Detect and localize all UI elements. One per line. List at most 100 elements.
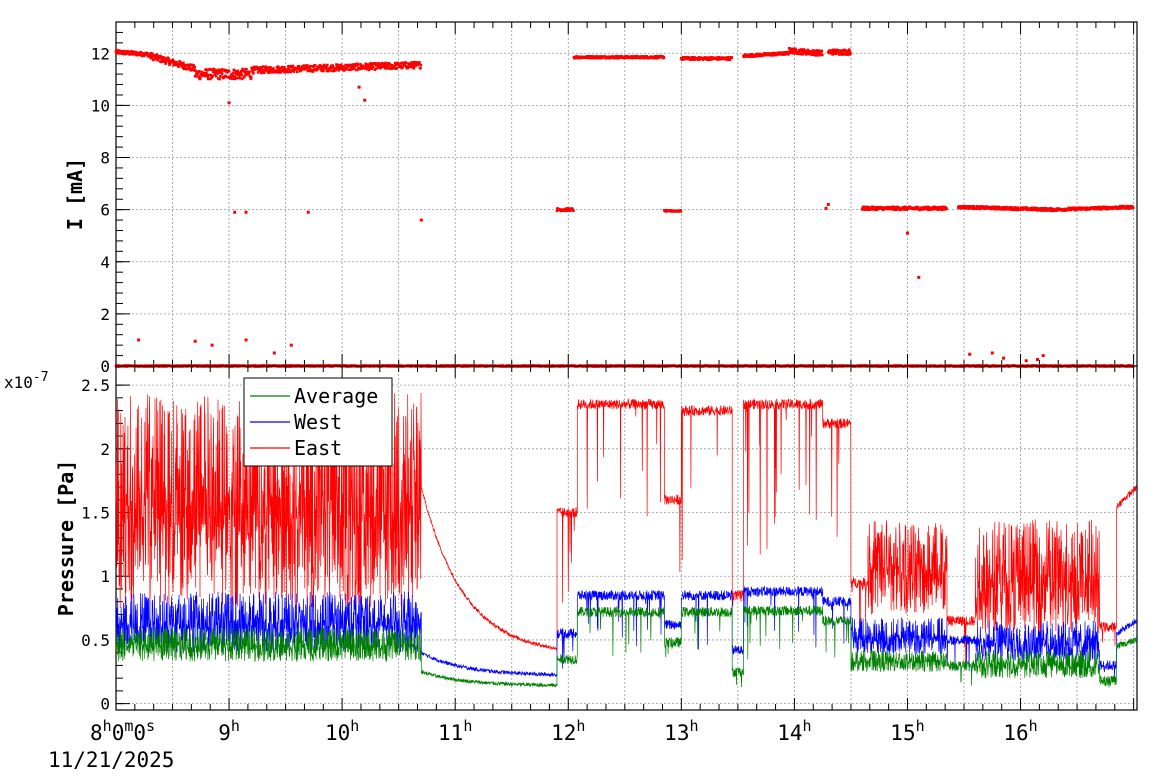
data-point — [384, 61, 387, 65]
pressure-panel: 0 0.5 1 1.5 2 2.5 x10-7 Pressure [Pa] AverageWes… — [4, 365, 1138, 714]
data-point — [216, 77, 220, 80]
data-point — [359, 64, 363, 67]
data-point — [236, 73, 240, 77]
data-point — [247, 72, 250, 76]
data-point — [1001, 207, 1005, 211]
data-point — [197, 75, 200, 78]
data-point — [201, 72, 205, 75]
data-point — [151, 52, 154, 56]
y-exponent-label: x10-7 — [4, 370, 49, 392]
x-tick-label: 13h — [664, 717, 698, 745]
data-point — [266, 66, 270, 70]
data-point — [250, 66, 253, 70]
data-point — [148, 53, 152, 57]
data-point — [233, 75, 237, 79]
data-point — [287, 67, 291, 71]
data-point — [356, 63, 360, 67]
data-point — [218, 71, 222, 74]
data-point — [846, 53, 849, 56]
data-point — [153, 56, 157, 60]
data-point — [187, 67, 191, 71]
data-point — [1041, 354, 1045, 358]
data-point — [365, 67, 369, 71]
data-point — [842, 52, 846, 55]
data-point — [300, 65, 304, 68]
data-point — [404, 61, 407, 65]
data-point — [218, 77, 221, 81]
data-point — [306, 69, 310, 73]
data-point — [887, 207, 891, 211]
data-point — [945, 207, 948, 211]
data-point — [679, 210, 683, 213]
data-point — [262, 71, 266, 75]
data-point — [181, 64, 184, 67]
data-point — [204, 68, 208, 71]
data-point — [818, 53, 822, 56]
data-point — [222, 75, 226, 79]
y-axis-label: Pressure [Pa] — [54, 460, 78, 617]
data-point — [399, 64, 403, 68]
data-point — [124, 50, 127, 54]
data-point — [847, 48, 851, 51]
data-point — [804, 53, 808, 56]
data-point — [1117, 207, 1121, 210]
data-point — [159, 54, 163, 58]
data-point — [393, 61, 397, 65]
data-point — [122, 49, 126, 53]
data-point — [348, 68, 352, 72]
current-panel: 0 2 4 6 8 10 12 I [mA] — [63, 21, 1138, 376]
data-point — [155, 53, 159, 56]
data-point — [941, 207, 945, 211]
data-point — [799, 52, 802, 56]
data-point — [826, 202, 830, 206]
data-point — [188, 63, 192, 66]
y-tick-label: 10 — [91, 96, 110, 115]
data-point — [555, 209, 559, 213]
data-point — [365, 66, 368, 70]
data-point — [895, 207, 899, 211]
data-point — [164, 60, 168, 63]
data-point — [182, 67, 186, 71]
data-point — [239, 72, 243, 75]
data-point — [351, 65, 355, 68]
data-point — [802, 50, 805, 54]
data-point — [1013, 208, 1016, 212]
data-point — [368, 65, 372, 68]
data-point — [933, 205, 937, 209]
data-point — [282, 66, 286, 69]
data-point — [867, 206, 871, 209]
data-point — [189, 67, 192, 71]
data-point — [634, 56, 638, 60]
data-point — [245, 67, 248, 71]
data-point — [241, 67, 244, 71]
y-tick-label: 6 — [100, 201, 110, 220]
data-point — [1084, 206, 1087, 210]
data-point — [1131, 206, 1135, 210]
data-point — [310, 64, 314, 68]
data-point — [220, 72, 224, 76]
data-point — [615, 55, 618, 58]
data-point — [868, 208, 871, 211]
data-point — [1125, 207, 1129, 210]
data-point — [127, 50, 131, 54]
data-point — [253, 68, 257, 71]
data-point — [323, 66, 326, 70]
data-point — [240, 73, 243, 77]
x-tick-label: 9h — [218, 717, 240, 745]
data-point — [356, 62, 359, 66]
data-point — [815, 50, 819, 54]
data-point — [355, 68, 358, 72]
data-point — [213, 73, 217, 76]
y-tick-label: 0 — [100, 695, 110, 714]
data-point — [236, 76, 239, 80]
data-point — [237, 71, 241, 75]
data-point — [331, 64, 334, 67]
data-point — [203, 74, 207, 78]
data-point — [238, 74, 241, 78]
data-point — [992, 205, 995, 209]
data-point — [177, 65, 180, 68]
data-point — [309, 64, 312, 68]
data-point — [409, 63, 413, 66]
data-point — [411, 64, 415, 67]
data-point — [278, 68, 282, 72]
